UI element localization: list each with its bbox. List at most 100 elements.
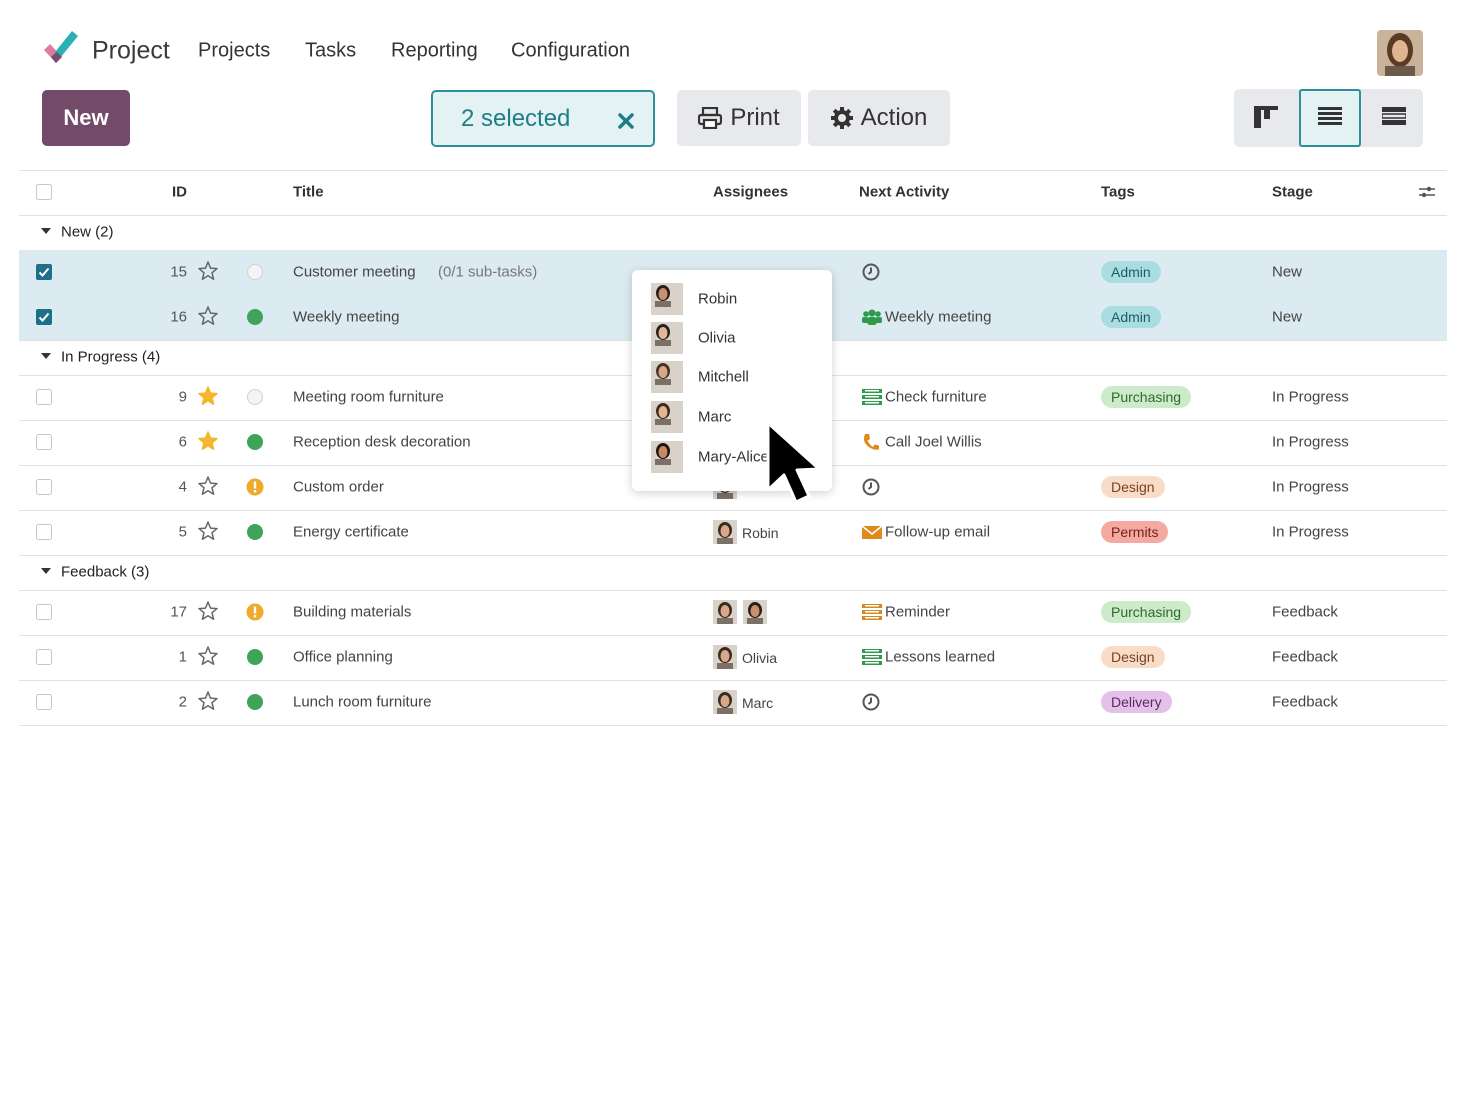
task-title[interactable]: Customer meeting [293, 263, 416, 281]
activity-icon-list[interactable] [862, 648, 882, 666]
assignee-option[interactable]: Marc [698, 408, 732, 426]
tag[interactable]: Design [1101, 646, 1165, 668]
option-avatar[interactable] [651, 441, 683, 473]
star[interactable] [198, 261, 218, 282]
option-avatar[interactable] [651, 322, 683, 354]
task-title[interactable]: Custom order [293, 478, 384, 496]
option-avatar[interactable] [651, 283, 683, 315]
task-title[interactable]: Office planning [293, 648, 393, 666]
checkbox[interactable] [36, 524, 52, 540]
assignee-avatar[interactable] [743, 600, 767, 624]
column-header[interactable]: Next Activity [859, 183, 950, 201]
activity-icon-clock[interactable] [862, 478, 882, 496]
assignee-avatar[interactable] [713, 520, 737, 544]
tag[interactable]: Purchasing [1101, 601, 1192, 623]
group-header[interactable]: New (2) [61, 223, 114, 241]
column-settings[interactable] [1419, 185, 1435, 199]
column-header[interactable]: Stage [1272, 183, 1313, 201]
clear-selection[interactable] [617, 112, 635, 130]
next-activity[interactable]: Lessons learned [885, 648, 996, 666]
tag[interactable]: Delivery [1101, 691, 1172, 713]
status-blocked[interactable] [246, 603, 264, 621]
assignee-avatar[interactable] [713, 600, 737, 624]
checkbox[interactable] [36, 184, 52, 200]
menu-item[interactable]: Reporting [391, 39, 478, 62]
checkbox[interactable] [36, 389, 52, 405]
activity-icon-mail[interactable] [862, 523, 882, 541]
menu-item[interactable]: Projects [198, 39, 271, 62]
status-done[interactable] [246, 648, 264, 666]
activity-icon-list[interactable] [862, 603, 882, 621]
status-blocked[interactable] [246, 478, 264, 496]
status-done[interactable] [246, 433, 264, 451]
task-title[interactable]: Weekly meeting [293, 308, 400, 326]
checkbox[interactable] [36, 479, 52, 495]
assignee-option[interactable]: Olivia [698, 329, 736, 347]
checkbox[interactable] [36, 649, 52, 665]
activity-icon-clock[interactable] [862, 693, 882, 711]
group-caret[interactable] [41, 228, 51, 235]
star[interactable] [198, 306, 218, 327]
checkbox-checked[interactable] [36, 309, 52, 325]
column-header[interactable]: Tags [1101, 183, 1135, 201]
task-title[interactable]: Energy certificate [293, 523, 409, 541]
activity-icon-clock[interactable] [862, 263, 882, 281]
tag[interactable]: Admin [1101, 306, 1161, 328]
task-title[interactable]: Building materials [293, 603, 412, 621]
next-activity[interactable]: Check furniture [885, 388, 987, 406]
next-activity[interactable]: Reminder [885, 603, 951, 621]
assignee-option[interactable]: Mitchell [698, 368, 749, 386]
tag[interactable]: Admin [1101, 261, 1161, 283]
action-button[interactable]: Action [808, 90, 950, 146]
activity-icon-phone[interactable] [862, 433, 882, 451]
activity-view[interactable] [1382, 107, 1406, 125]
assignee-option[interactable]: Robin [698, 290, 738, 308]
column-header[interactable]: Title [293, 183, 324, 201]
star[interactable] [198, 646, 218, 667]
assignee-avatar[interactable] [713, 645, 737, 669]
task-title[interactable]: Meeting room furniture [293, 388, 444, 406]
group-header[interactable]: Feedback (3) [61, 563, 150, 581]
next-activity[interactable]: Weekly meeting [885, 308, 992, 326]
list-view[interactable] [1318, 107, 1342, 125]
new-button[interactable]: New [42, 90, 130, 146]
user-avatar[interactable] [1377, 30, 1423, 76]
star[interactable] [198, 601, 218, 622]
assignee-avatar[interactable] [713, 690, 737, 714]
next-activity[interactable]: Follow-up email [885, 523, 991, 541]
star-filled[interactable] [198, 386, 218, 407]
activity-icon-group[interactable] [862, 308, 882, 326]
menu-item[interactable]: Tasks [305, 39, 357, 62]
status-done[interactable] [246, 308, 264, 326]
group-caret[interactable] [41, 353, 51, 360]
status-done[interactable] [246, 693, 264, 711]
checkbox[interactable] [36, 604, 52, 620]
star[interactable] [198, 521, 218, 542]
activity-icon-list[interactable] [862, 388, 882, 406]
next-activity[interactable]: Call Joel Willis [885, 433, 982, 451]
kanban-view[interactable] [1254, 106, 1278, 128]
column-header[interactable]: Assignees [713, 183, 789, 201]
star[interactable] [198, 691, 218, 712]
status-none[interactable] [246, 388, 264, 406]
print-button[interactable]: Print [677, 90, 801, 146]
app-name[interactable]: Project [92, 36, 170, 65]
status-none[interactable] [246, 263, 264, 281]
menu-item[interactable]: Configuration [511, 39, 630, 62]
tag[interactable]: Design [1101, 476, 1165, 498]
tag[interactable]: Permits [1101, 521, 1169, 543]
group-header[interactable]: In Progress (4) [61, 348, 161, 366]
column-header[interactable]: ID [172, 183, 187, 201]
checkbox[interactable] [36, 434, 52, 450]
option-avatar[interactable] [651, 361, 683, 393]
group-caret[interactable] [41, 568, 51, 575]
checkbox[interactable] [36, 694, 52, 710]
tag[interactable]: Purchasing [1101, 386, 1192, 408]
assignee-option[interactable]: Mary-Alice [698, 448, 769, 466]
star-filled[interactable] [198, 431, 218, 452]
task-title[interactable]: Lunch room furniture [293, 693, 432, 711]
status-done[interactable] [246, 523, 264, 541]
star[interactable] [198, 476, 218, 497]
task-title[interactable]: Reception desk decoration [293, 433, 471, 451]
option-avatar[interactable] [651, 401, 683, 433]
